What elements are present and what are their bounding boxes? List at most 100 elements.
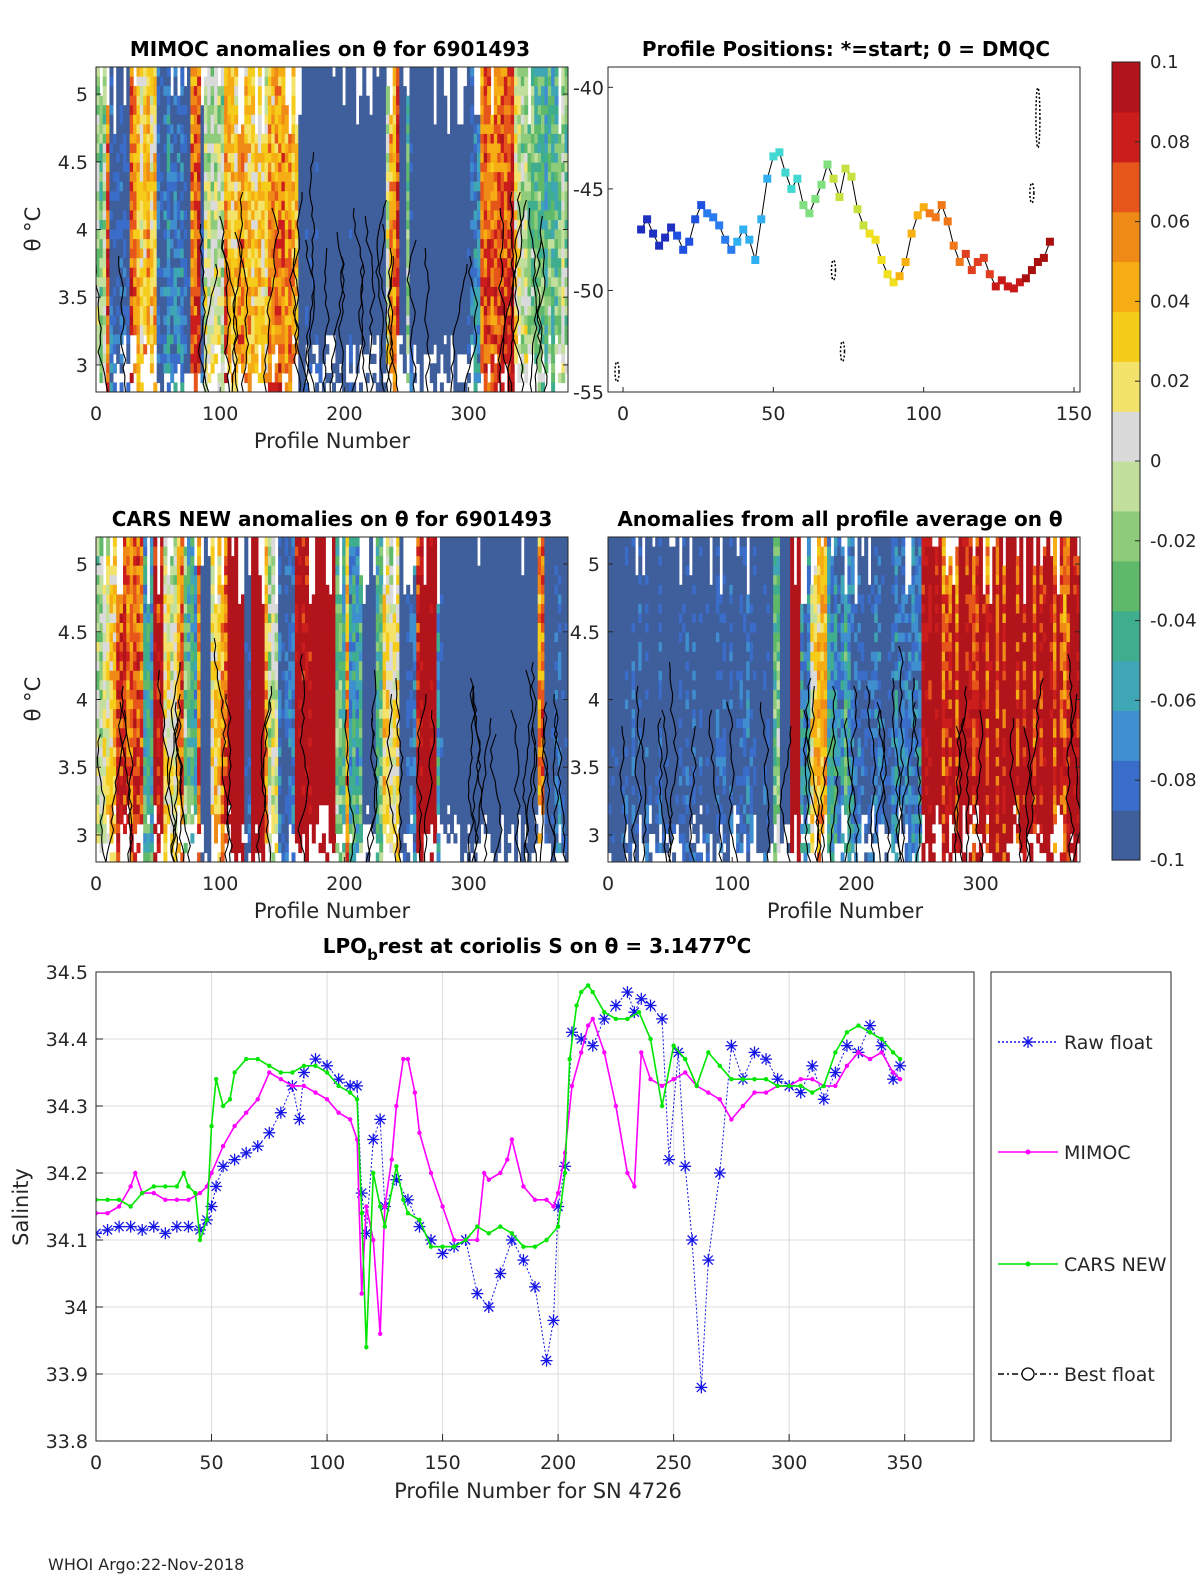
heatmap-cell — [116, 785, 121, 796]
heatmap-cell — [156, 229, 161, 240]
heatmap-cell — [503, 172, 508, 183]
heatmap-cell — [507, 325, 512, 336]
heatmap-cell — [190, 286, 195, 298]
heatmap-cell — [470, 86, 475, 97]
heatmap-cell — [220, 325, 225, 336]
heatmap-cell — [133, 575, 138, 586]
heatmap-cell — [160, 239, 165, 250]
heatmap-cell — [180, 229, 185, 240]
heatmap-cell — [251, 353, 256, 364]
heatmap-cell — [193, 162, 198, 173]
heatmap-cell — [453, 143, 458, 154]
heatmap-cell — [149, 575, 154, 586]
heatmap-cell — [244, 286, 249, 298]
heatmap-cell — [561, 219, 566, 231]
heatmap-cell — [466, 306, 471, 317]
heatmap-cell — [497, 105, 502, 116]
heatmap-cell — [301, 344, 306, 355]
heatmap-cell — [237, 325, 242, 336]
position-point — [841, 164, 850, 173]
heatmap-cell — [436, 181, 441, 192]
heatmap-cell — [379, 372, 384, 384]
heatmap-cell — [423, 76, 427, 87]
heatmap-cell — [338, 67, 343, 78]
heatmap-cell — [325, 325, 330, 336]
heatmap-cell — [406, 95, 411, 106]
heatmap-cell — [460, 296, 465, 307]
heatmap-cell — [544, 76, 549, 87]
heatmap-cell — [389, 315, 394, 326]
heatmap-cell — [274, 239, 279, 250]
heatmap-cell — [382, 363, 387, 374]
heatmap-cell — [466, 229, 471, 240]
heatmap-cell — [382, 153, 387, 164]
heatmap-cell — [490, 153, 495, 164]
heatmap-cell — [112, 785, 117, 796]
heatmap-cell — [551, 191, 556, 202]
heatmap-cell — [267, 286, 272, 298]
heatmap-cell — [328, 143, 333, 154]
heatmap-cell — [166, 210, 171, 221]
heatmap-cell — [234, 248, 239, 259]
heatmap-cell — [284, 248, 289, 259]
heatmap-cell — [527, 124, 532, 135]
heatmap-cell — [456, 296, 461, 307]
heatmap-cell — [547, 210, 552, 221]
heatmap-cell — [207, 258, 212, 269]
heatmap-cell — [429, 286, 434, 298]
heatmap-cell — [315, 296, 320, 307]
heatmap-cell — [385, 315, 390, 326]
heatmap-cell — [301, 306, 306, 317]
heatmap-cell — [139, 766, 144, 777]
heatmap-cell — [207, 143, 212, 154]
heatmap-cell — [217, 382, 222, 392]
heatmap-cell — [123, 670, 127, 681]
heatmap-cell — [406, 258, 411, 269]
heatmap-cell — [102, 181, 107, 192]
heatmap-cell — [112, 239, 117, 250]
heatmap-cell — [129, 632, 134, 643]
heatmap-cell — [470, 133, 475, 145]
heatmap-cell — [251, 181, 256, 192]
heatmap-cell — [146, 623, 151, 634]
heatmap-cell — [133, 286, 138, 298]
heatmap-cell — [271, 344, 276, 355]
heatmap-cell — [102, 162, 107, 173]
heatmap-cell — [133, 603, 138, 615]
heatmap-cell — [480, 153, 485, 164]
heatmap-cell — [153, 143, 158, 154]
heatmap-cell — [187, 306, 191, 317]
heatmap-cell — [369, 133, 374, 145]
heatmap-cell — [99, 210, 104, 221]
heatmap-cell — [460, 162, 465, 173]
heatmap-cell — [251, 95, 256, 106]
heatmap-cell — [207, 353, 212, 364]
heatmap-cell — [126, 315, 131, 326]
heatmap-cell — [119, 670, 124, 681]
heatmap-cell — [109, 623, 114, 634]
heatmap-cell — [359, 334, 363, 345]
heatmap-cell — [116, 239, 121, 250]
heatmap-cell — [527, 306, 532, 317]
heatmap-cell — [267, 296, 272, 307]
heatmap-cell — [119, 86, 124, 97]
heatmap-cell — [321, 191, 326, 202]
heatmap-cell — [210, 114, 215, 125]
heatmap-cell — [267, 382, 272, 392]
heatmap-cell — [129, 315, 134, 326]
heatmap-cell — [136, 172, 141, 183]
heatmap-cell — [146, 219, 151, 231]
y-tick-label: 3 — [76, 355, 88, 377]
heatmap-cell — [338, 76, 343, 87]
heatmap-cell — [385, 133, 390, 145]
heatmap-cell — [466, 210, 471, 221]
heatmap-cell — [507, 248, 512, 259]
heatmap-cell — [271, 296, 276, 307]
heatmap-cell — [423, 306, 427, 317]
heatmap-cell — [436, 153, 441, 164]
heatmap-cell — [423, 277, 427, 288]
heatmap-cell — [419, 219, 424, 231]
heatmap-cell — [389, 229, 394, 240]
heatmap-cell — [149, 833, 154, 844]
heatmap-cell — [224, 229, 229, 240]
